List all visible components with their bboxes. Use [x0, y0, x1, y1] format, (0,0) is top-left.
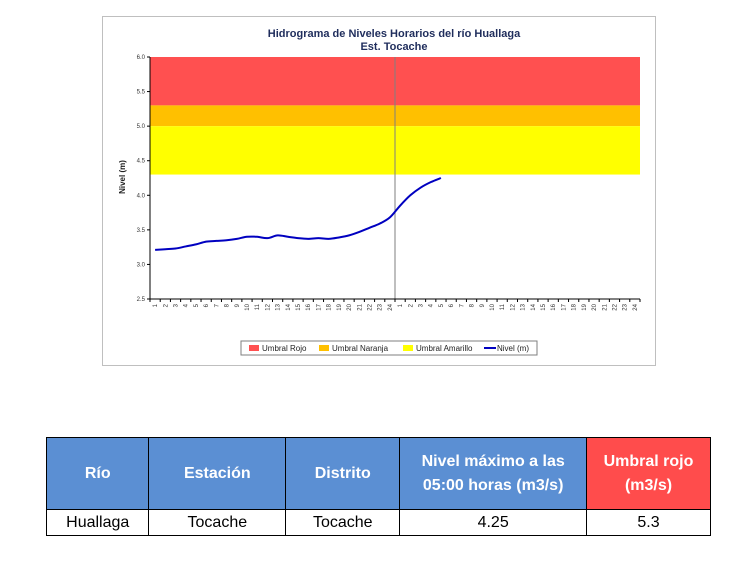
x-tick-label: 3 — [419, 303, 425, 307]
y-tick-label: 5.0 — [137, 124, 146, 130]
legend-label: Umbral Naranja — [332, 344, 389, 353]
x-tick-label: 22 — [612, 303, 618, 310]
x-tick-label: 5 — [439, 303, 445, 307]
x-tick-label: 14 — [531, 303, 537, 310]
x-tick-label: 14 — [286, 303, 292, 310]
x-tick-label: 19 — [337, 303, 343, 310]
chart-svg: Hidrograma de Niveles Horarios del río H… — [118, 28, 641, 356]
x-tick-label: 8 — [225, 303, 231, 307]
x-tick-label: 11 — [500, 303, 506, 310]
x-tick-label: 2 — [163, 303, 169, 307]
table-header-row: Río Estación Distrito Nivel máximo a las… — [45, 437, 711, 510]
x-tick-label: 17 — [561, 303, 567, 310]
x-tick-label: 1 — [398, 303, 404, 307]
x-tick-label: 22 — [367, 303, 373, 310]
x-tick-label: 4 — [184, 303, 190, 307]
x-tick-label: 12 — [510, 303, 516, 310]
x-tick-label: 20 — [347, 303, 353, 310]
header-distrito: Distrito — [285, 437, 401, 510]
x-tick-label: 7 — [214, 303, 220, 307]
legend-swatch — [319, 345, 329, 351]
x-tick-label: 18 — [572, 303, 578, 310]
y-tick-label: 5.5 — [137, 90, 146, 96]
x-tick-label: 11 — [255, 303, 261, 310]
x-tick-label: 23 — [378, 303, 384, 310]
x-tick-label: 6 — [449, 303, 455, 307]
chart-title: Hidrograma de Niveles Horarios del río H… — [268, 28, 521, 40]
cell-distrito: Tocache — [285, 509, 401, 536]
x-tick-label: 8 — [470, 303, 476, 307]
x-tick-label: 20 — [592, 303, 598, 310]
x-tick-label: 15 — [296, 303, 302, 310]
header-rio: Río — [45, 437, 150, 510]
x-tick-label: 12 — [265, 303, 271, 310]
x-tick-label: 16 — [306, 303, 312, 310]
header-umbral-rojo: Umbral rojo (m3/s) — [586, 437, 711, 510]
x-tick-label: 2 — [408, 303, 414, 307]
summary-table: Río Estación Distrito Nivel máximo a las… — [45, 437, 711, 536]
x-tick-label: 9 — [480, 303, 486, 307]
hydrograph-chart: Hidrograma de Niveles Horarios del río H… — [102, 16, 656, 366]
chart-subtitle: Est. Tocache — [360, 41, 427, 53]
x-tick-label: 4 — [429, 303, 435, 307]
x-tick-label: 6 — [204, 303, 210, 307]
x-tick-label: 3 — [174, 303, 180, 307]
header-estacion: Estación — [148, 437, 287, 510]
x-tick-label: 24 — [633, 303, 639, 310]
cell-nivel-maximo: 4.25 — [399, 509, 587, 536]
x-tick-label: 21 — [602, 303, 608, 310]
legend-swatch — [403, 345, 413, 351]
x-tick-label: 21 — [357, 303, 363, 310]
y-tick-label: 3.0 — [137, 262, 146, 268]
cell-estacion: Tocache — [148, 509, 287, 536]
plot-area: 2.53.03.54.04.55.05.56.01 2 3 4 5 6 7 8 9 10 11 12 1… — [137, 55, 641, 311]
x-tick-label: 13 — [521, 303, 527, 310]
x-tick-label: 24 — [388, 303, 394, 310]
cell-umbral-rojo: 5.3 — [586, 509, 711, 536]
y-tick-label: 3.5 — [137, 228, 146, 234]
x-tick-label: 10 — [245, 303, 251, 310]
header-nivel-maximo: Nivel máximo a las 05:00 horas (m3/s) — [399, 437, 587, 510]
x-tick-label: 1 — [153, 303, 159, 307]
legend-swatch — [249, 345, 259, 351]
legend-label: Nivel (m) — [497, 344, 529, 353]
x-tick-label: 5 — [194, 303, 200, 307]
x-tick-label: 23 — [623, 303, 629, 310]
legend-label: Umbral Amarillo — [416, 344, 473, 353]
legend-box — [240, 340, 538, 356]
chart-legend: Umbral Rojo Umbral Naranja Umbral Amarillo… — [240, 340, 538, 356]
y-tick-label: 4.0 — [137, 193, 146, 199]
y-tick-label: 6.0 — [137, 55, 146, 61]
x-tick-label: 17 — [316, 303, 322, 310]
x-tick-label: 13 — [276, 303, 282, 310]
x-tick-label: 15 — [541, 303, 547, 310]
y-tick-label: 4.5 — [137, 159, 146, 165]
x-tick-label: 10 — [490, 303, 496, 310]
legend-label: Umbral Rojo — [262, 344, 307, 353]
x-tick-label: 16 — [551, 303, 557, 310]
table-row: Huallaga Tocache Tocache 4.25 5.3 — [45, 509, 711, 536]
y-axis-label: Nivel (m) — [118, 160, 127, 194]
x-tick-label: 18 — [327, 303, 333, 310]
x-tick-label: 9 — [235, 303, 241, 307]
x-tick-label: 7 — [459, 303, 465, 307]
series-line-nivel — [155, 177, 442, 251]
x-tick-label: 19 — [582, 303, 588, 310]
cell-rio: Huallaga — [45, 509, 150, 536]
y-tick-label: 2.5 — [137, 297, 146, 303]
